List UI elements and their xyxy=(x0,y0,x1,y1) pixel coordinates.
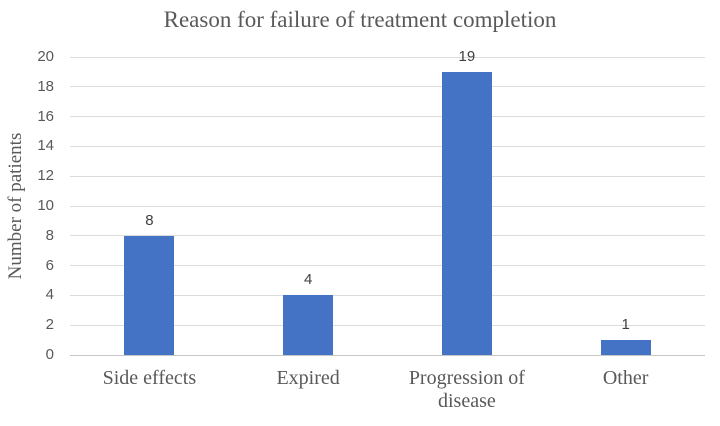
bar-data-label: 8 xyxy=(145,211,154,229)
y-axis-tick-label: 8 xyxy=(45,226,54,244)
y-axis-tick-label: 18 xyxy=(37,77,54,95)
bar-other xyxy=(600,340,651,355)
y-axis-tick-label: 20 xyxy=(37,48,54,65)
y-gridline xyxy=(70,56,705,58)
x-axis-line xyxy=(70,354,705,356)
bar-data-label: 4 xyxy=(303,271,313,289)
y-gridline xyxy=(70,145,705,147)
y-gridline xyxy=(70,116,705,118)
y-axis-tick-label: 2 xyxy=(45,316,54,334)
chart-title: Reason for failure of treatment completi… xyxy=(163,7,557,32)
x-axis-category-label: Progression of disease xyxy=(408,367,525,412)
y-gridline xyxy=(70,294,705,296)
y-axis-tick-label: 6 xyxy=(45,256,54,274)
y-axis-tick-label: 12 xyxy=(37,167,54,185)
x-axis-category-label: Other xyxy=(602,367,649,389)
y-gridline xyxy=(70,205,705,207)
x-axis-category-label: Expired xyxy=(276,367,340,389)
y-axis-tick-label: 14 xyxy=(37,137,54,155)
y-axis-tick-label: 10 xyxy=(37,197,54,214)
x-axis-category-label: Side effects xyxy=(102,367,197,389)
y-gridline xyxy=(70,86,705,88)
y-axis-tick-label: 16 xyxy=(37,107,54,125)
y-gridline xyxy=(70,235,705,237)
y-axis-tick-label: 4 xyxy=(45,286,54,304)
bar-data-label: 1 xyxy=(621,316,630,334)
bar-data-label: 19 xyxy=(458,47,476,65)
y-gridline xyxy=(70,175,705,177)
y-gridline xyxy=(70,324,705,326)
plot-area: 8 4 19 1 xyxy=(70,48,705,356)
y-axis-tick-label: 0 xyxy=(45,346,54,363)
bar-side-effects xyxy=(124,235,175,355)
bar-progression-of-disease xyxy=(441,71,492,355)
bar-expired xyxy=(283,295,334,355)
y-gridline xyxy=(70,265,705,267)
